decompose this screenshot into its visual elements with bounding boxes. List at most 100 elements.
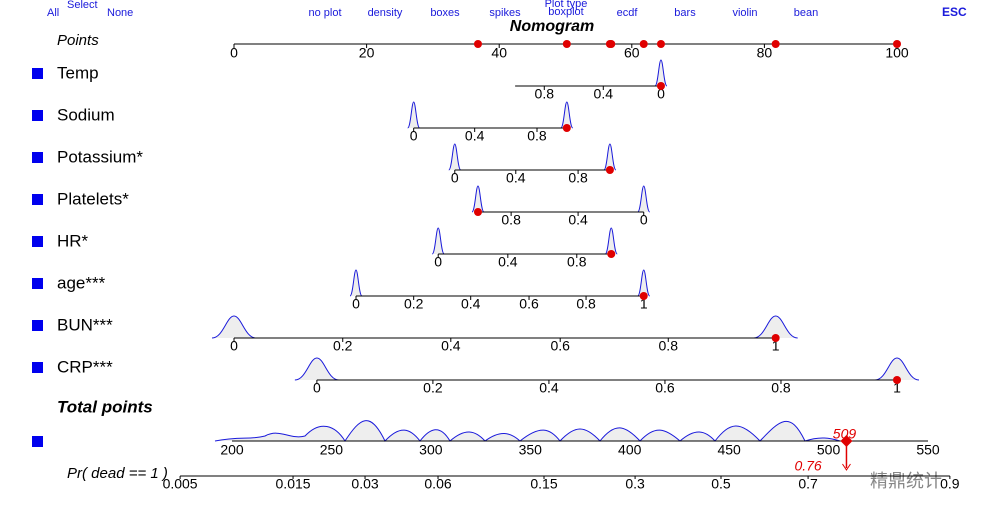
variable-density [471, 185, 485, 213]
row-square[interactable] [32, 194, 43, 205]
row-square[interactable] [32, 320, 43, 331]
total-tick-label: 500 [817, 442, 841, 458]
prob-tick-label: 0.3 [625, 476, 645, 492]
total-density [214, 420, 920, 442]
variable-tick-label: 0.4 [594, 86, 614, 102]
total-label: Total points [57, 397, 153, 416]
row-square[interactable] [32, 152, 43, 163]
total-tick-label: 450 [717, 442, 741, 458]
variable-tick-label: 0.8 [568, 170, 588, 186]
variable-density [294, 357, 339, 381]
variable-point [473, 208, 482, 216]
variable-density [604, 227, 618, 255]
variable-tick-label: 0.8 [771, 380, 791, 396]
toolbar-none[interactable]: None [107, 7, 133, 19]
points-axis-point [771, 40, 780, 48]
prob-tick-label: 0.7 [798, 476, 818, 492]
total-tick-label: 250 [320, 442, 344, 458]
points-axis-point [562, 40, 571, 48]
variable-density [349, 269, 363, 297]
variable-point [607, 250, 616, 258]
variable-name: BUN*** [57, 315, 113, 334]
total-point [840, 435, 853, 447]
variable-tick-label: 0.2 [333, 338, 353, 354]
variable-tick-label: 0 [410, 128, 418, 144]
variable-density [407, 101, 421, 129]
result-arrow [842, 463, 851, 471]
watermark: 精鼎统计 [870, 471, 942, 491]
row-square[interactable] [32, 436, 43, 447]
prob-value-label: 0.76 [794, 458, 821, 474]
toolbar-plot-type-option[interactable]: bars [674, 7, 696, 19]
chart-title: Nomogram [510, 18, 594, 35]
variable-density [874, 357, 920, 381]
variable-tick-label: 0 [640, 212, 648, 228]
row-square[interactable] [32, 110, 43, 121]
points-axis-point [607, 40, 616, 48]
variable-tick-label: 0.6 [550, 338, 570, 354]
variable-density [448, 143, 462, 171]
row-square[interactable] [32, 362, 43, 373]
total-value-label: 509 [833, 426, 857, 442]
variable-point [562, 124, 571, 132]
points-axis-point [473, 40, 482, 48]
total-tick-label: 350 [519, 442, 543, 458]
total-tick-label: 550 [916, 442, 940, 458]
variable-tick-label: 0.4 [539, 380, 559, 396]
toolbar-plot-type-option[interactable]: violin [732, 7, 757, 19]
variable-tick-label: 0 [230, 338, 238, 354]
toolbar-plot-type-option[interactable]: spikes [489, 7, 521, 19]
variable-tick-label: 0.4 [506, 170, 526, 186]
variable-density [211, 315, 257, 339]
toolbar-plot-type-option[interactable]: ecdf [617, 7, 639, 19]
row-square[interactable] [32, 236, 43, 247]
points-tick-label: 0 [230, 45, 238, 61]
points-label: Points [57, 32, 99, 49]
row-square[interactable] [32, 68, 43, 79]
row-square[interactable] [32, 278, 43, 289]
variable-density [637, 269, 651, 297]
variable-tick-label: 0.8 [527, 128, 547, 144]
variable-density [753, 315, 798, 339]
toolbar-plot-type-option[interactable]: no plot [308, 7, 341, 19]
toolbar-esc[interactable]: ESC [942, 5, 967, 19]
variable-tick-label: 1 [772, 338, 780, 354]
toolbar-plot-type-option[interactable]: boxes [430, 7, 460, 19]
variable-point [656, 82, 665, 90]
points-tick-label: 40 [491, 45, 507, 61]
variable-tick-label: 0.8 [576, 296, 596, 312]
variable-density [603, 143, 617, 171]
points-tick-label: 80 [757, 45, 773, 61]
points-axis-point [639, 40, 648, 48]
toolbar-all[interactable]: All [47, 7, 59, 19]
points-tick-label: 20 [359, 45, 375, 61]
variable-name: CRP*** [57, 357, 113, 376]
prob-tick-label: 0.5 [711, 476, 731, 492]
prob-tick-label: 0.005 [163, 476, 198, 492]
variable-tick-label: 0.6 [519, 296, 539, 312]
variable-tick-label: 0.4 [568, 212, 588, 228]
points-axis-point [656, 40, 665, 48]
variable-tick-label: 0.2 [404, 296, 424, 312]
variable-tick-label: 0.4 [498, 254, 518, 270]
toolbar-plot-type: Plot type [545, 0, 588, 10]
variable-tick-label: 0.4 [461, 296, 481, 312]
variable-name: Sodium [57, 105, 115, 124]
toolbar-plot-type-option[interactable]: boxplot [548, 6, 583, 18]
toolbar-select: Select [67, 0, 98, 11]
toolbar-plot-type-option[interactable]: bean [794, 7, 818, 19]
toolbar-plot-type-option[interactable]: density [368, 7, 403, 19]
total-tick-label: 200 [220, 442, 244, 458]
variable-tick-label: 0.8 [535, 86, 555, 102]
variable-density [560, 101, 574, 129]
variable-point [893, 376, 901, 384]
variable-tick-label: 0.8 [659, 338, 679, 354]
variable-name: Temp [57, 63, 99, 82]
total-tick-label: 400 [618, 442, 642, 458]
prob-label: Pr( dead == 1 ) [67, 465, 168, 482]
prob-tick-label: 0.03 [351, 476, 378, 492]
variable-tick-label: 0.2 [423, 380, 443, 396]
variable-name: HR* [57, 231, 89, 250]
